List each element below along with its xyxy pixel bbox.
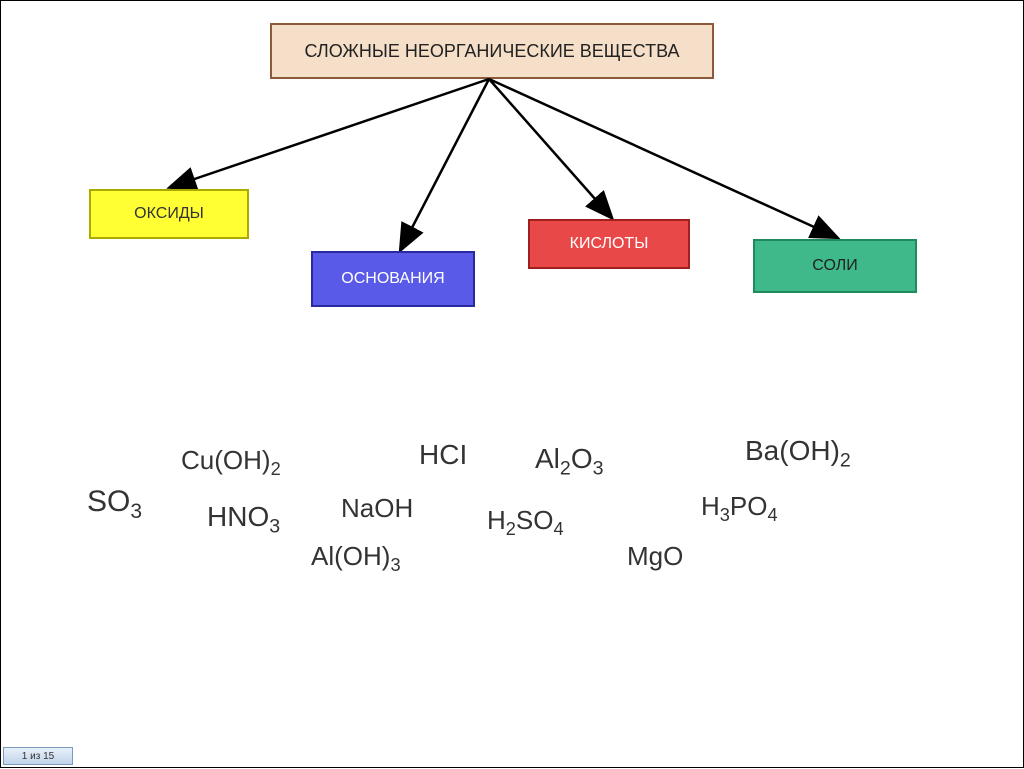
category-label-bases: ОСНОВАНИЯ — [341, 270, 444, 288]
category-label-oxides: ОКСИДЫ — [134, 205, 204, 223]
category-label-acids: КИСЛОТЫ — [570, 235, 649, 253]
formula-h2so4: H2SO4 — [487, 505, 564, 540]
arrow-1 — [401, 79, 489, 249]
arrow-3 — [489, 79, 836, 237]
root-category-box: СЛОЖНЫЕ НЕОРГАНИЧЕСКИЕ ВЕЩЕСТВА — [270, 23, 714, 79]
arrows-layer — [1, 1, 1024, 769]
formula-hcl: HCI — [419, 439, 467, 471]
category-box-bases: ОСНОВАНИЯ — [311, 251, 475, 307]
category-box-oxides: ОКСИДЫ — [89, 189, 249, 239]
category-box-salts: СОЛИ — [753, 239, 917, 293]
formula-cuoh2: Cu(OH)2 — [181, 445, 281, 480]
formula-hno3: HNO3 — [207, 501, 280, 539]
formula-h3po4: H3PO4 — [701, 491, 778, 526]
formula-al2o3: Al2O3 — [535, 443, 604, 481]
arrow-0 — [171, 79, 489, 187]
formula-mgo: MgO — [627, 541, 683, 572]
category-label-salts: СОЛИ — [812, 257, 857, 275]
formula-naoh: NaOH — [341, 493, 413, 524]
slide-counter-label: 1 из 15 — [22, 751, 54, 762]
formula-baoh2: Ba(OH)2 — [745, 435, 851, 473]
formula-aloh3: Al(OH)3 — [311, 541, 401, 576]
slide-counter: 1 из 15 — [3, 747, 73, 765]
root-category-label: СЛОЖНЫЕ НЕОРГАНИЧЕСКИЕ ВЕЩЕСТВА — [304, 41, 679, 62]
formula-so3: SO3 — [87, 485, 142, 524]
category-box-acids: КИСЛОТЫ — [528, 219, 690, 269]
arrow-2 — [489, 79, 611, 217]
